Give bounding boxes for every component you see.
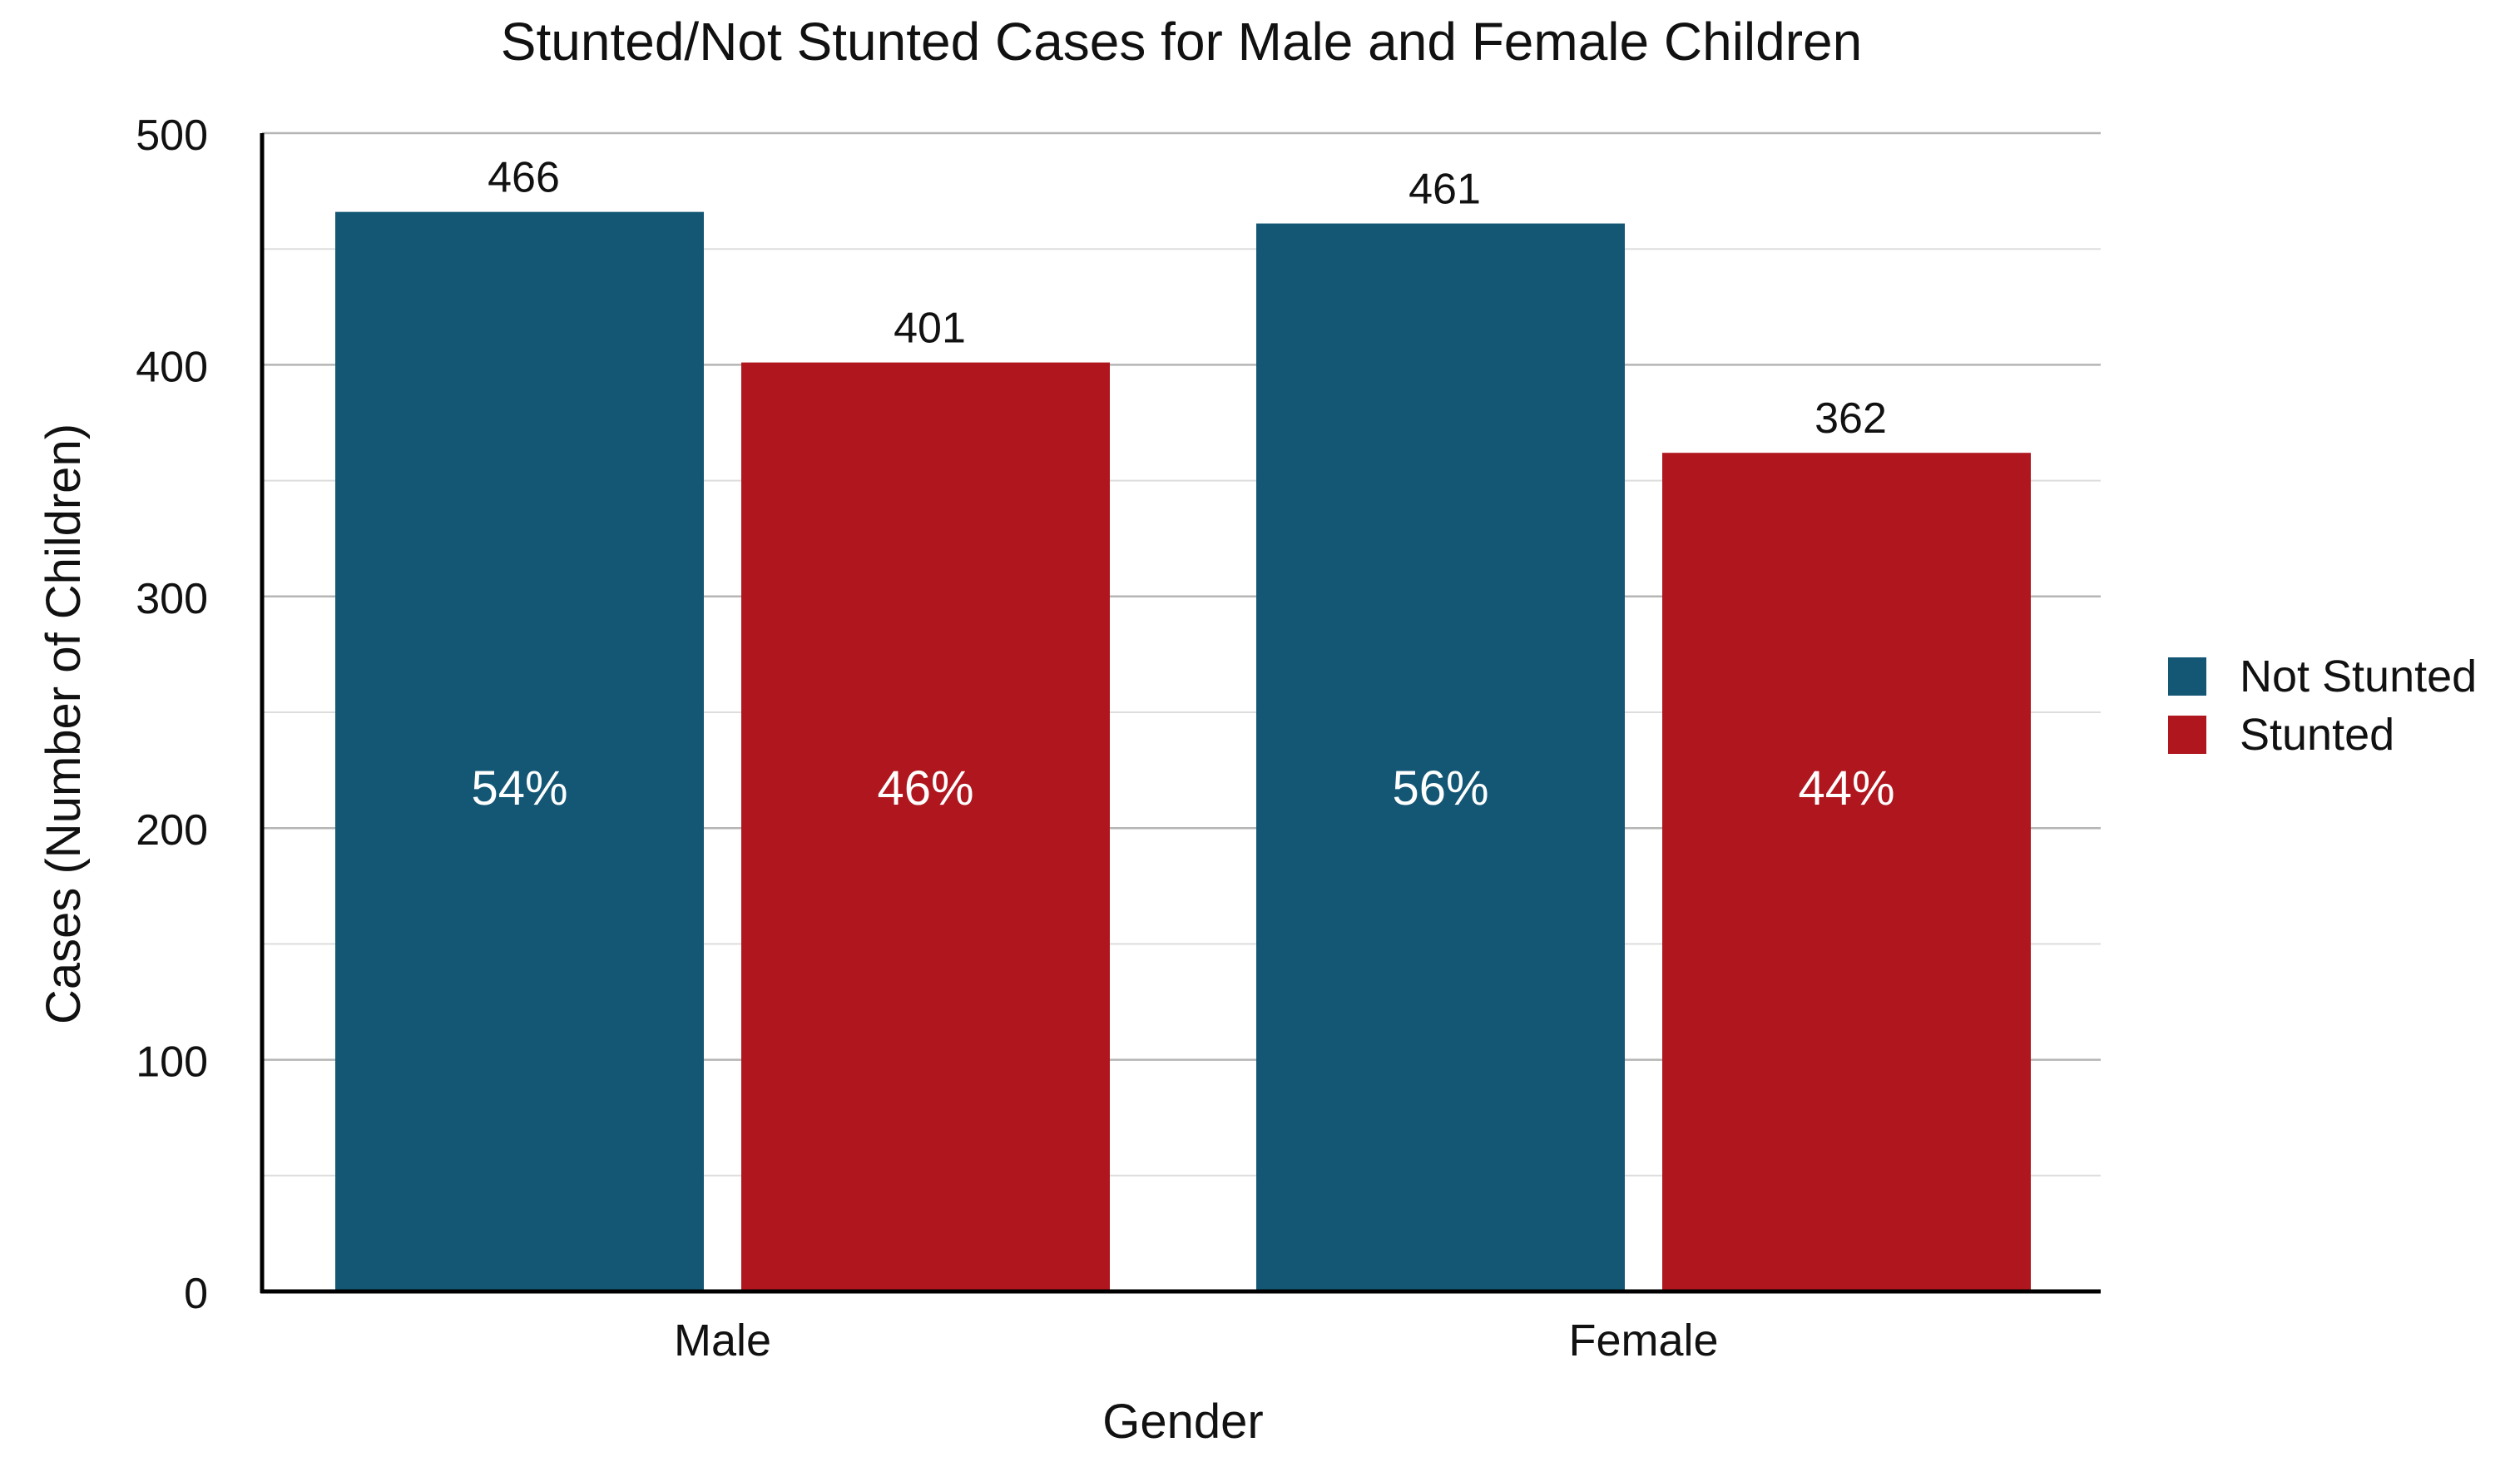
chart-title: Stunted/Not Stunted Cases for Male and F… bbox=[501, 12, 1862, 72]
bars bbox=[335, 211, 2031, 1292]
bar-value-label: 461 bbox=[1409, 166, 1481, 214]
x-axis-label: Gender bbox=[1102, 1395, 1263, 1449]
legend-swatch bbox=[2168, 657, 2206, 696]
x-tick-label: Female bbox=[1568, 1316, 1718, 1365]
y-tick-label: 400 bbox=[136, 343, 208, 391]
bar-value-label: 401 bbox=[894, 305, 966, 353]
bar-value-label: 466 bbox=[488, 154, 560, 202]
bar-not-stunted-female bbox=[1256, 223, 1625, 1292]
legend-label: Stunted bbox=[2240, 710, 2394, 760]
y-tick-label: 300 bbox=[136, 575, 208, 623]
labels: 0 100 200 300 400 500 466 54% 401 46% Male 461 56% 36… bbox=[136, 112, 1894, 1365]
y-tick-label: 500 bbox=[136, 112, 208, 160]
y-tick-label: 100 bbox=[136, 1038, 208, 1087]
bar-percent-label: 44% bbox=[1798, 761, 1894, 815]
x-tick-label: Male bbox=[674, 1316, 771, 1365]
legend-label: Not Stunted bbox=[2240, 652, 2477, 701]
bar-stunted-male bbox=[741, 362, 1110, 1292]
bar-percent-label: 46% bbox=[877, 761, 973, 815]
bar-not-stunted-male bbox=[335, 211, 704, 1291]
legend: Not Stunted Stunted bbox=[2168, 652, 2477, 760]
y-tick-label: 200 bbox=[136, 806, 208, 855]
axes bbox=[260, 133, 2101, 1294]
bar-percent-label: 56% bbox=[1392, 761, 1488, 815]
bar-value-label: 362 bbox=[1814, 394, 1887, 443]
bar-stunted-female bbox=[1662, 453, 2031, 1291]
bar-percent-label: 54% bbox=[471, 761, 567, 815]
y-axis-label: Cases (Number of Children) bbox=[37, 424, 91, 1024]
y-tick-label: 0 bbox=[184, 1270, 208, 1318]
legend-swatch bbox=[2168, 716, 2206, 754]
